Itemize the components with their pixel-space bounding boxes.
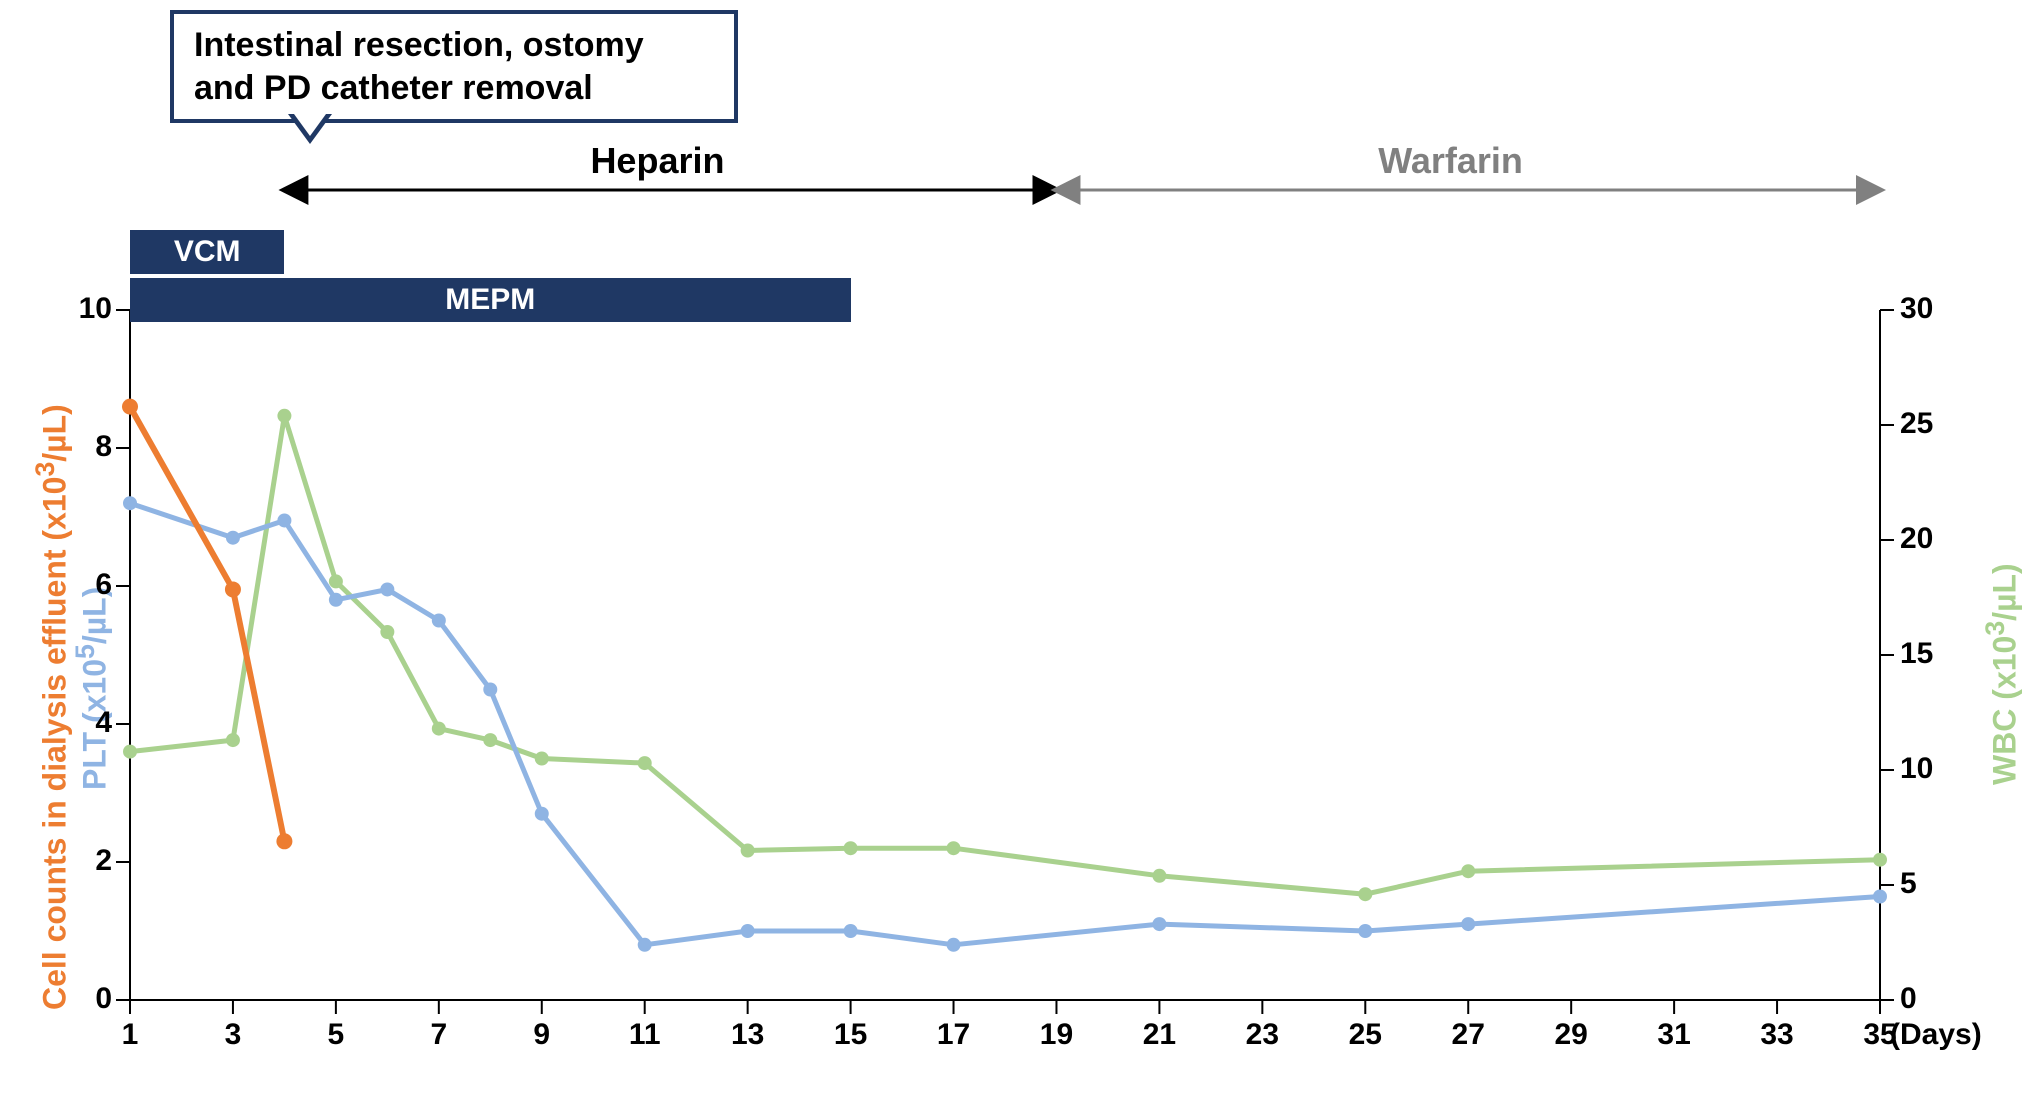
tick-label: 35	[1850, 1018, 1910, 1052]
tick-label: 29	[1541, 1018, 1601, 1052]
plt-marker	[535, 807, 549, 821]
tick-label: 13	[718, 1018, 778, 1052]
tick-label: 5	[306, 1018, 366, 1052]
tick-label: 1	[100, 1018, 160, 1052]
tick-label: 10	[52, 292, 112, 326]
plt-marker	[947, 938, 961, 952]
plt-marker	[1358, 924, 1372, 938]
tick-label: 10	[1900, 752, 1960, 786]
wbc-marker	[1358, 887, 1372, 901]
tick-label: 33	[1747, 1018, 1807, 1052]
tick-label: 4	[52, 706, 112, 740]
plt-marker	[123, 496, 137, 510]
vcm-bar: VCM	[130, 230, 284, 274]
plt-marker	[1461, 917, 1475, 931]
wbc-marker	[535, 752, 549, 766]
wbc-marker	[1152, 869, 1166, 883]
wbc-marker	[638, 756, 652, 770]
wbc-marker	[123, 745, 137, 759]
tick-label: 19	[1026, 1018, 1086, 1052]
plt-marker	[741, 924, 755, 938]
wbc-marker	[432, 722, 446, 736]
wbc-marker	[483, 733, 497, 747]
cell_counts-marker	[276, 833, 292, 849]
wbc-marker	[380, 625, 394, 639]
plt-marker	[277, 513, 291, 527]
wbc-marker	[1873, 853, 1887, 867]
tick-label: 7	[409, 1018, 469, 1052]
cell_counts-line	[130, 407, 284, 842]
warfarin-label: Warfarin	[1378, 140, 1523, 182]
tick-label: 27	[1438, 1018, 1498, 1052]
plt-marker	[1873, 890, 1887, 904]
mepm-bar: MEPM	[130, 278, 851, 322]
y-title-wbc: WBC (x103/µL)	[1980, 563, 2023, 785]
tick-label: 25	[1900, 407, 1960, 441]
wbc-line	[130, 416, 1880, 894]
wbc-marker	[741, 844, 755, 858]
plt-line	[130, 503, 1880, 945]
tick-label: 0	[52, 982, 112, 1016]
plt-marker	[844, 924, 858, 938]
tick-label: 15	[1900, 637, 1960, 671]
tick-label: 21	[1129, 1018, 1189, 1052]
plt-marker	[432, 614, 446, 628]
surgery-callout: Intestinal resection, ostomy and PD cath…	[170, 10, 738, 123]
tick-label: 15	[821, 1018, 881, 1052]
wbc-marker	[277, 409, 291, 423]
plt-marker	[329, 593, 343, 607]
wbc-marker	[329, 574, 343, 588]
tick-label: 25	[1335, 1018, 1395, 1052]
tick-label: 17	[924, 1018, 984, 1052]
plt-marker	[226, 531, 240, 545]
tick-label: 20	[1900, 522, 1960, 556]
tick-label: 8	[52, 430, 112, 464]
plt-marker	[483, 683, 497, 697]
tick-label: 9	[512, 1018, 572, 1052]
tick-label: 11	[615, 1018, 675, 1052]
plt-marker	[380, 582, 394, 596]
y-title-plt: PLT (x105/µL)	[70, 587, 114, 790]
wbc-marker	[226, 733, 240, 747]
vcm-label: VCM	[174, 235, 241, 269]
tick-label: 31	[1644, 1018, 1704, 1052]
plt-marker	[638, 938, 652, 952]
tick-label: 2	[52, 844, 112, 878]
wbc-marker	[844, 841, 858, 855]
mepm-label: MEPM	[445, 283, 535, 317]
cell_counts-marker	[225, 581, 241, 597]
cell_counts-marker	[122, 399, 138, 415]
tick-label: 6	[52, 568, 112, 602]
wbc-marker	[947, 841, 961, 855]
heparin-label: Heparin	[590, 140, 724, 182]
tick-label: 0	[1900, 982, 1960, 1016]
tick-label: 30	[1900, 292, 1960, 326]
chart-svg	[0, 0, 2023, 1095]
tick-label: 3	[203, 1018, 263, 1052]
tick-label: 5	[1900, 867, 1960, 901]
surgery-callout-tail-inner	[294, 114, 326, 136]
wbc-marker	[1461, 864, 1475, 878]
tick-label: 23	[1232, 1018, 1292, 1052]
plt-marker	[1152, 917, 1166, 931]
